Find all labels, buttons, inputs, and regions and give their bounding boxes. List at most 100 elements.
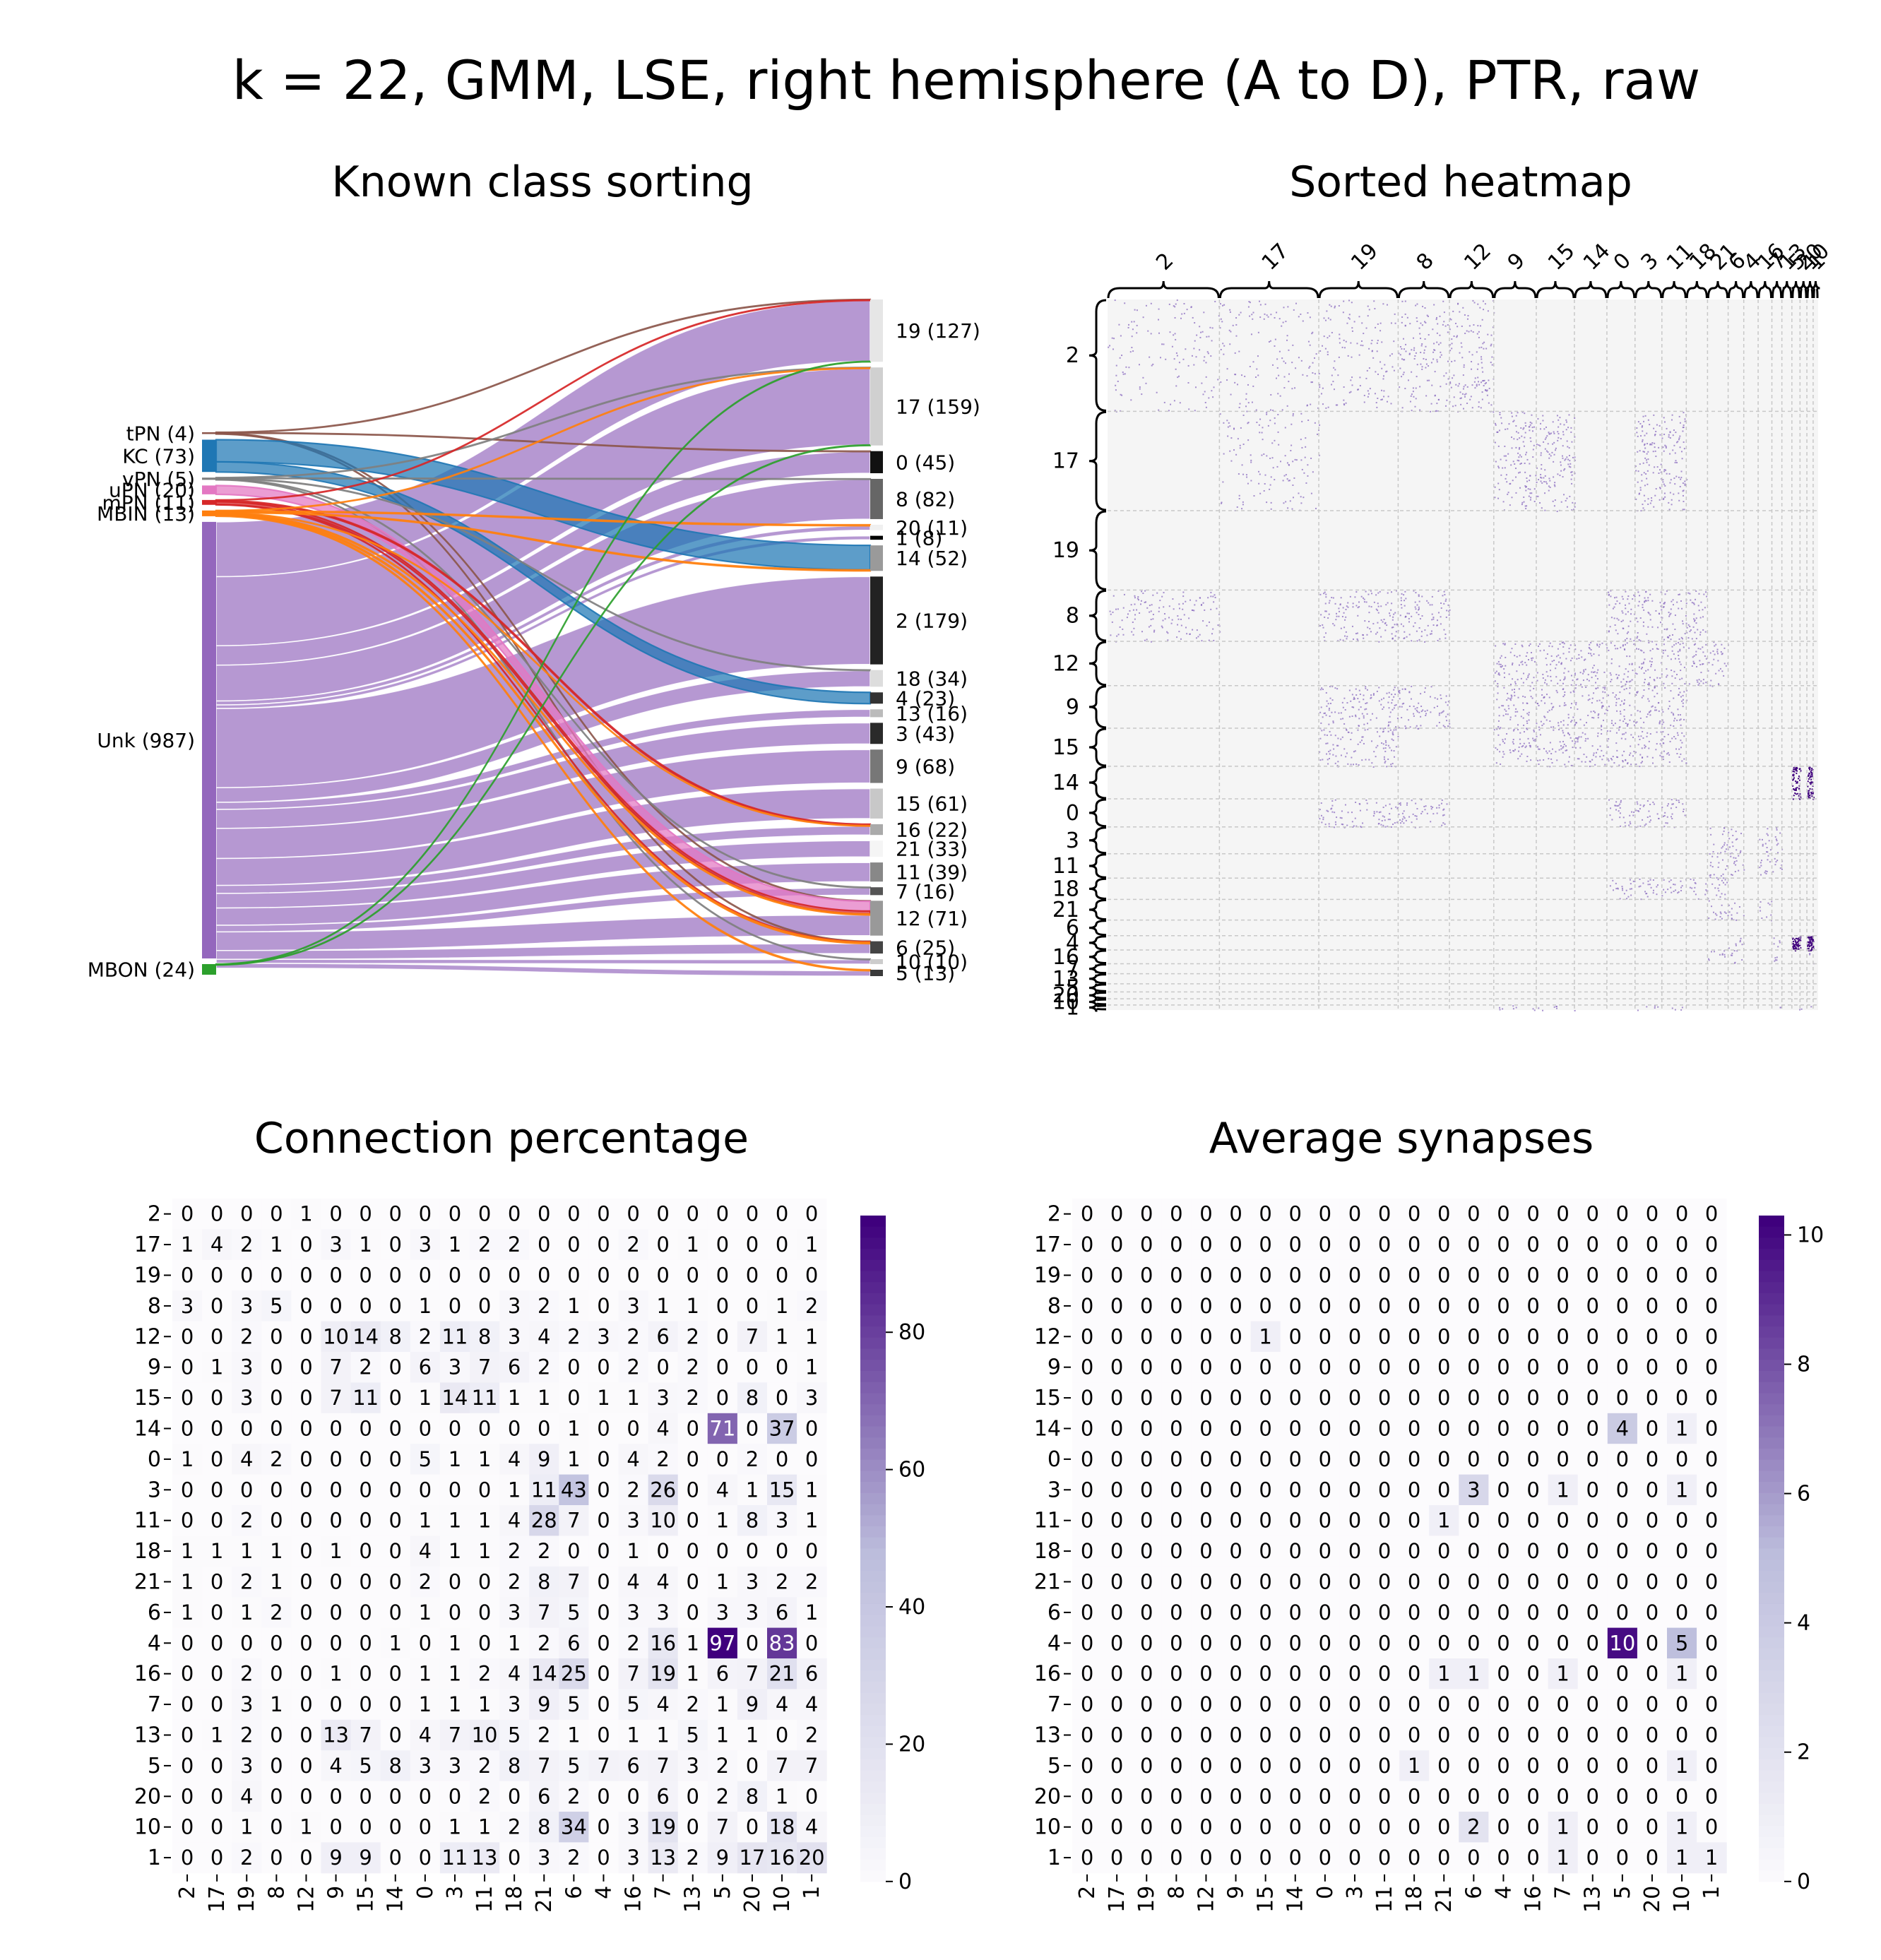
heatmap-edge [1567,463,1570,465]
heatmap-edge [1381,820,1383,822]
heatmap-edge [1536,735,1538,737]
heatmap-edge [1655,430,1657,432]
heatmap-edge [1279,395,1281,397]
heatmap-edge [1614,696,1616,698]
cell-value: 0 [449,1784,461,1808]
heatmap-cell [677,1627,708,1659]
heatmap-edge [1478,331,1480,333]
heatmap-cell [797,1566,827,1598]
sankey-title: Known class sorting [331,158,753,207]
heatmap-edge [1429,604,1431,606]
heatmap-edge [1682,706,1684,708]
heatmap-edge [1576,737,1578,740]
heatmap-edge [1139,388,1141,390]
heatmap-edge [1577,737,1579,740]
heatmap-edge [1341,736,1343,738]
heatmap-edge [1728,838,1731,840]
heatmap-edge [1621,700,1623,702]
heatmap-edge [1538,479,1540,481]
heatmap-edge [1420,322,1422,324]
heatmap-edge [1347,812,1349,814]
heatmap-cell [737,1474,768,1506]
heatmap-edge [1693,663,1695,665]
heatmap-edge [1538,704,1540,706]
heatmap-edge [1112,595,1115,597]
heatmap-edge [1519,471,1521,473]
heatmap-edge [1366,702,1368,704]
heatmap-edge [1656,466,1659,468]
heatmap-edge [1490,345,1492,347]
heatmap-edge [1580,650,1582,652]
cell-value: 11 [472,1386,498,1410]
heatmap-edge [1673,429,1675,432]
heatmap-edge [1375,756,1377,758]
heatmap-cell [261,1382,292,1414]
heatmap-edge [1627,723,1629,725]
heatmap-edge [1544,448,1546,450]
heatmap-edge [1619,807,1621,809]
heatmap-edge [1619,711,1621,713]
heatmap-edge [1322,819,1324,821]
cell-value: 0 [299,1447,312,1471]
heatmap-cell [380,1352,411,1383]
heatmap-edge [1430,821,1432,823]
heatmap-edge [1430,805,1432,807]
heatmap-edge [1279,461,1281,463]
heatmap-edge [1476,384,1478,386]
heatmap-edge [1680,470,1683,473]
heatmap-cell [439,1597,470,1629]
heatmap-edge [1731,908,1733,910]
heatmap-edge [1570,720,1572,723]
cell-value: 1 [181,1570,194,1594]
heatmap-edge [1334,624,1336,626]
heatmap-edge [1676,753,1678,755]
heatmap-cell [202,1321,232,1353]
heatmap-edge [1517,724,1519,726]
cell-value: 2 [419,1570,432,1594]
heatmap-edge [1540,480,1542,482]
heatmap-edge [1811,937,1813,939]
heatmap-edge [1332,381,1334,383]
heatmap-cell [172,1689,203,1721]
heatmap-edge [1499,751,1501,753]
sankey-source-label: mPN (11) [102,491,195,514]
heatmap-edge [1565,658,1567,660]
cell-value: 2 [746,1447,759,1471]
heatmap-edge [1674,658,1676,660]
column-brace [1728,280,1745,299]
heatmap-edge [1519,454,1521,456]
heatmap-edge [1524,505,1526,507]
heatmap-cell [261,1627,292,1659]
heatmap-edge [1395,746,1397,748]
heatmap-edge [1771,920,1773,922]
heatmap-cell [261,1689,292,1721]
heatmap-edge [1340,754,1342,756]
cell-value: 0 [776,1264,788,1288]
heatmap-edge [1307,419,1310,421]
heatmap-edge [1644,597,1646,599]
heatmap-edge [1389,355,1391,357]
heatmap-edge [1355,633,1357,635]
cell-value: 26 [650,1478,676,1502]
heatmap-cell [529,1444,559,1475]
heatmap-edge [1610,663,1613,665]
heatmap-edge [1642,415,1644,417]
heatmap-edge [1618,764,1620,766]
heatmap-edge [1382,621,1384,623]
heatmap-edge [1557,436,1560,439]
heatmap-edge [1619,803,1621,805]
heatmap-edge [1401,818,1404,820]
heatmap-edge [1524,485,1526,487]
heatmap-edge [1513,728,1515,730]
heatmap-edge [1463,364,1465,366]
heatmap-edge [1521,746,1523,748]
heatmap-edge [1512,480,1514,482]
heatmap-edge [1659,677,1661,679]
heatmap-edge [1136,324,1138,326]
heatmap-edge [1334,821,1336,823]
heatmap-edge [1531,658,1533,660]
heatmap-cell [767,1689,797,1721]
heatmap-cell [202,1444,232,1475]
heatmap-edge [1377,592,1379,594]
heatmap-edge [1183,303,1185,305]
